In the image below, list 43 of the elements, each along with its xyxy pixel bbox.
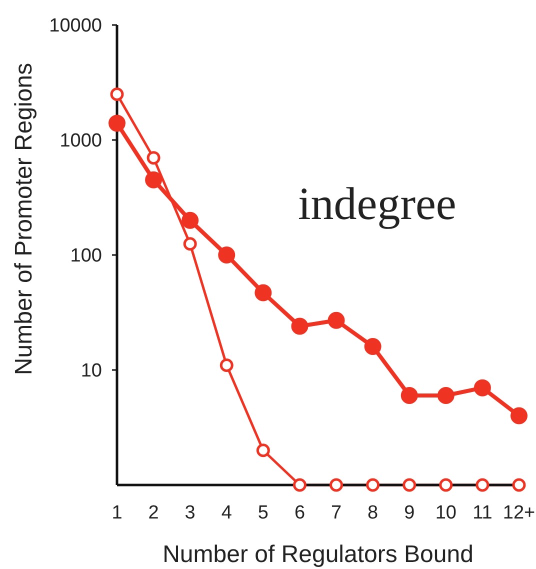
x-tick-label: 9 (404, 502, 415, 524)
point (218, 246, 236, 264)
point (146, 151, 160, 165)
point (145, 171, 162, 188)
point (400, 387, 418, 404)
point (110, 87, 124, 101)
point (512, 478, 526, 492)
y-tick-label: 1000 (60, 130, 102, 152)
x-tick-label: 10 (435, 502, 456, 524)
x-tick-label: 7 (330, 502, 342, 524)
y-axis-title: Number of Promoter Regions (10, 62, 38, 376)
point (183, 237, 197, 251)
point (439, 478, 453, 492)
point (254, 284, 272, 302)
point (474, 379, 491, 396)
x-tick-label: 8 (368, 502, 378, 524)
x-tick-label: 12+ (502, 502, 536, 524)
y-tick-label: 10 (80, 360, 102, 382)
point (291, 318, 308, 335)
point (510, 407, 528, 424)
x-tick-label: 6 (294, 502, 306, 524)
point (328, 312, 345, 329)
point (292, 478, 306, 492)
x-tick-label: 2 (148, 502, 159, 524)
y-tick-label: 10000 (49, 16, 102, 37)
point (220, 358, 234, 372)
x-tick-label: 1 (112, 502, 122, 524)
x-tick-label: 11 (472, 502, 492, 524)
x-tick-label: 5 (258, 502, 268, 524)
point (182, 212, 199, 229)
y-tick-label: 100 (70, 246, 102, 267)
point (330, 478, 344, 492)
x-axis-title: Number of Regulators Bound (162, 541, 474, 568)
point (364, 338, 382, 356)
point (402, 478, 416, 492)
point (256, 444, 270, 458)
annotation: indegree (298, 178, 456, 229)
point (108, 114, 126, 132)
x-tick-label: 4 (221, 502, 232, 524)
point (476, 478, 490, 492)
point (366, 478, 380, 492)
point (437, 387, 454, 404)
x-tick-label: 3 (184, 502, 196, 524)
